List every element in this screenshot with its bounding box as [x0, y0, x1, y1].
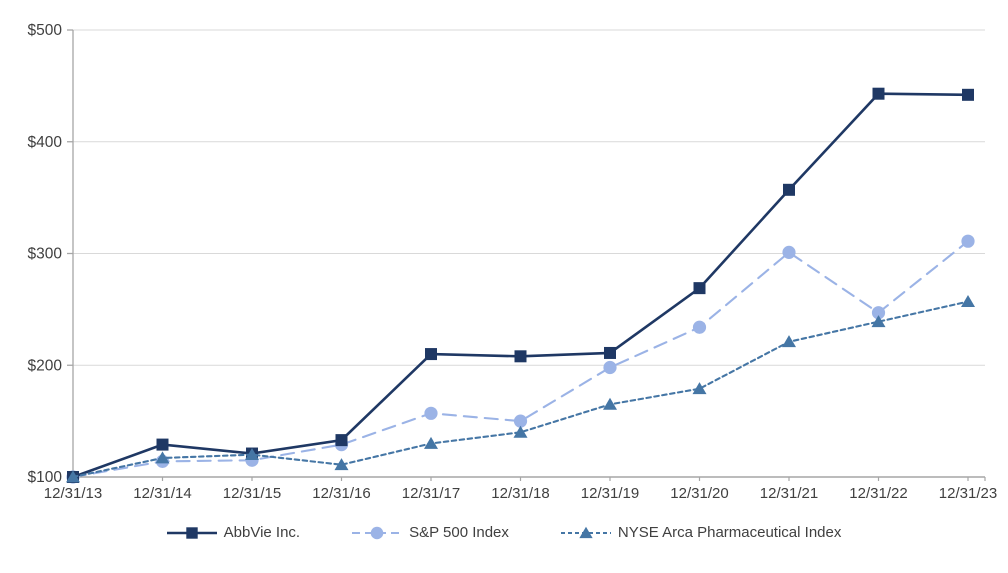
- legend-item-nyse-arca: NYSE Arca Pharmaceutical Index: [560, 524, 842, 541]
- svg-text:$200: $200: [28, 357, 63, 374]
- abbvie-line-marker-icon: [166, 526, 217, 539]
- svg-text:12/31/23: 12/31/23: [939, 485, 997, 502]
- legend-label-nyse-arca: NYSE Arca Pharmaceutical Index: [617, 524, 842, 541]
- svg-text:$300: $300: [28, 246, 63, 263]
- svg-text:$500: $500: [28, 22, 63, 39]
- svg-text:12/31/19: 12/31/19: [581, 485, 639, 502]
- plot-area: $100 $200 $300 $400 $500 12/31/13 12/31/14 12/3…: [28, 22, 998, 502]
- svg-text:12/31/15: 12/31/15: [223, 485, 281, 502]
- svg-text:$400: $400: [28, 134, 63, 151]
- legend-label-sp500: S&P 500 Index: [409, 524, 509, 541]
- svg-text:12/31/22: 12/31/22: [849, 485, 907, 502]
- svg-text:12/31/14: 12/31/14: [133, 485, 191, 502]
- sp500-line-marker-icon: [352, 526, 403, 539]
- svg-text:12/31/16: 12/31/16: [312, 485, 370, 502]
- svg-text:12/31/18: 12/31/18: [491, 485, 549, 502]
- legend-item-sp500: S&P 500 Index: [352, 524, 509, 541]
- svg-text:12/31/13: 12/31/13: [44, 485, 102, 502]
- svg-text:12/31/21: 12/31/21: [760, 485, 818, 502]
- nyse-arca-line-marker-icon: [560, 526, 611, 538]
- svg-text:12/31/17: 12/31/17: [402, 485, 460, 502]
- svg-text:$100: $100: [28, 469, 63, 486]
- legend-item-abbvie: AbbVie Inc.: [166, 524, 301, 541]
- legend-label-abbvie: AbbVie Inc.: [223, 524, 301, 541]
- chart-legend: AbbVie Inc. S&P 500 Index NYSE Arca Phar…: [0, 524, 1008, 541]
- svg-text:12/31/20: 12/31/20: [670, 485, 728, 502]
